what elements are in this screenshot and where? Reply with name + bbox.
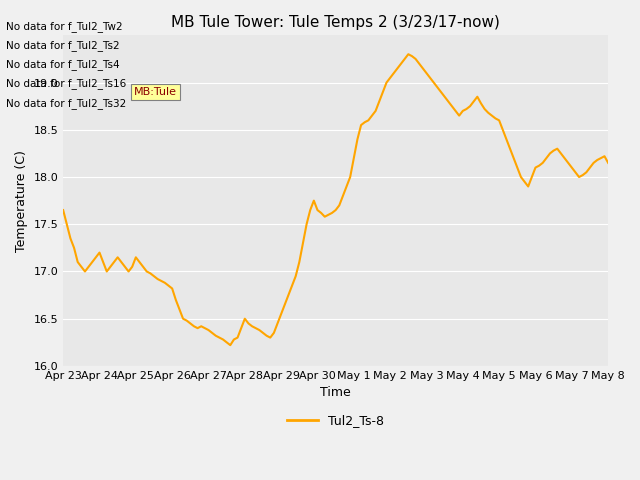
Title: MB Tule Tower: Tule Temps 2 (3/23/17-now): MB Tule Tower: Tule Temps 2 (3/23/17-now… <box>172 15 500 30</box>
Text: No data for f_Tul2_Ts4: No data for f_Tul2_Ts4 <box>6 59 120 70</box>
Text: No data for f_Tul2_Ts2: No data for f_Tul2_Ts2 <box>6 40 120 51</box>
Legend: Tul2_Ts-8: Tul2_Ts-8 <box>282 409 389 432</box>
Text: No data for f_Tul2_Ts32: No data for f_Tul2_Ts32 <box>6 97 127 108</box>
Text: MB:Tule: MB:Tule <box>134 87 177 97</box>
Y-axis label: Temperature (C): Temperature (C) <box>15 150 28 252</box>
X-axis label: Time: Time <box>320 386 351 399</box>
Text: No data for f_Tul2_Ts16: No data for f_Tul2_Ts16 <box>6 78 127 89</box>
Text: No data for f_Tul2_Tw2: No data for f_Tul2_Tw2 <box>6 21 123 32</box>
